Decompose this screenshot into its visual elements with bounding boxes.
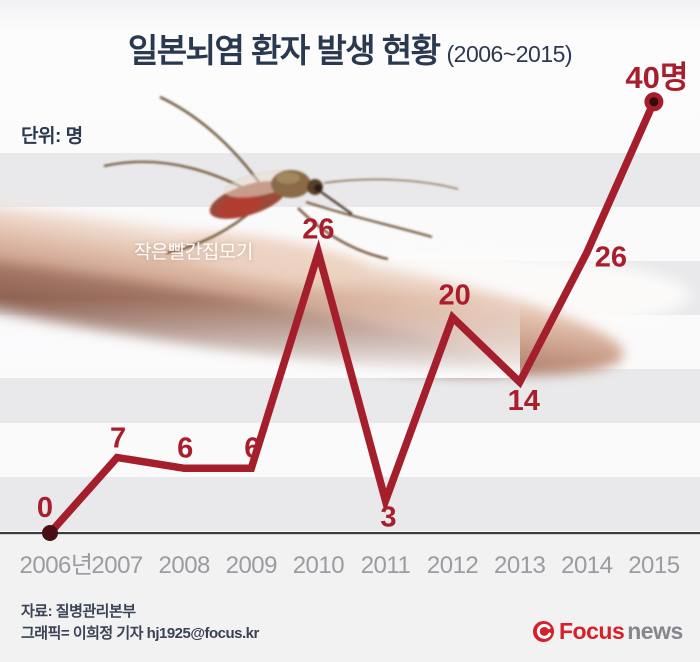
x-tick-2008: 2008 — [159, 552, 211, 579]
x-tick-2015: 2015 — [628, 552, 680, 579]
title-main: 일본뇌염 환자 발생 현황 — [127, 32, 441, 69]
x-tick-2006: 2006년 — [20, 552, 93, 579]
below-axis-band — [0, 535, 700, 662]
data-point-2015-center — [649, 97, 659, 107]
x-tick-2014: 2014 — [561, 552, 613, 579]
logo-text-news: news — [627, 618, 683, 644]
footer-source: 자료: 질병관리본부 — [21, 603, 136, 620]
x-tick-2012: 2012 — [427, 552, 479, 579]
x-tick-2009: 2009 — [226, 552, 278, 579]
x-tick-2013: 2013 — [494, 552, 546, 579]
x-axis-line — [0, 532, 700, 535]
page-title: 일본뇌염 환자 발생 현황 (2006~2015) — [0, 24, 700, 72]
mosquito — [103, 95, 459, 261]
x-tick-2007: 2007 — [91, 552, 143, 579]
value-label-2014: 26 — [595, 242, 627, 274]
value-label-2011: 3 — [380, 502, 396, 534]
value-label-2015: 40명 — [625, 60, 688, 95]
value-label-2012: 20 — [438, 279, 470, 311]
footer-credit: 그래픽= 이희정 기자 hj1925@focus.kr — [21, 625, 259, 642]
data-point-2006 — [42, 525, 58, 541]
unit-label: 단위: 명 — [21, 126, 83, 147]
value-label-2009: 6 — [244, 432, 260, 464]
x-tick-2010: 2010 — [293, 552, 345, 579]
title-period: (2006~2015) — [446, 41, 573, 67]
value-label-2013: 14 — [508, 385, 540, 417]
logo-text-focus: Focus — [559, 618, 625, 644]
value-label-2010: 26 — [302, 214, 334, 246]
focus-news-logo: Focus news — [532, 618, 683, 645]
value-label-2007: 7 — [110, 423, 126, 455]
focus-news-swirl-icon — [532, 620, 555, 643]
value-label-2006: 0 — [37, 492, 53, 524]
mosquito-caption: 작은빨간집모기 — [134, 242, 253, 263]
x-tick-2011: 2011 — [361, 552, 411, 579]
data-line — [47, 100, 658, 536]
value-label-2008: 6 — [177, 432, 193, 464]
